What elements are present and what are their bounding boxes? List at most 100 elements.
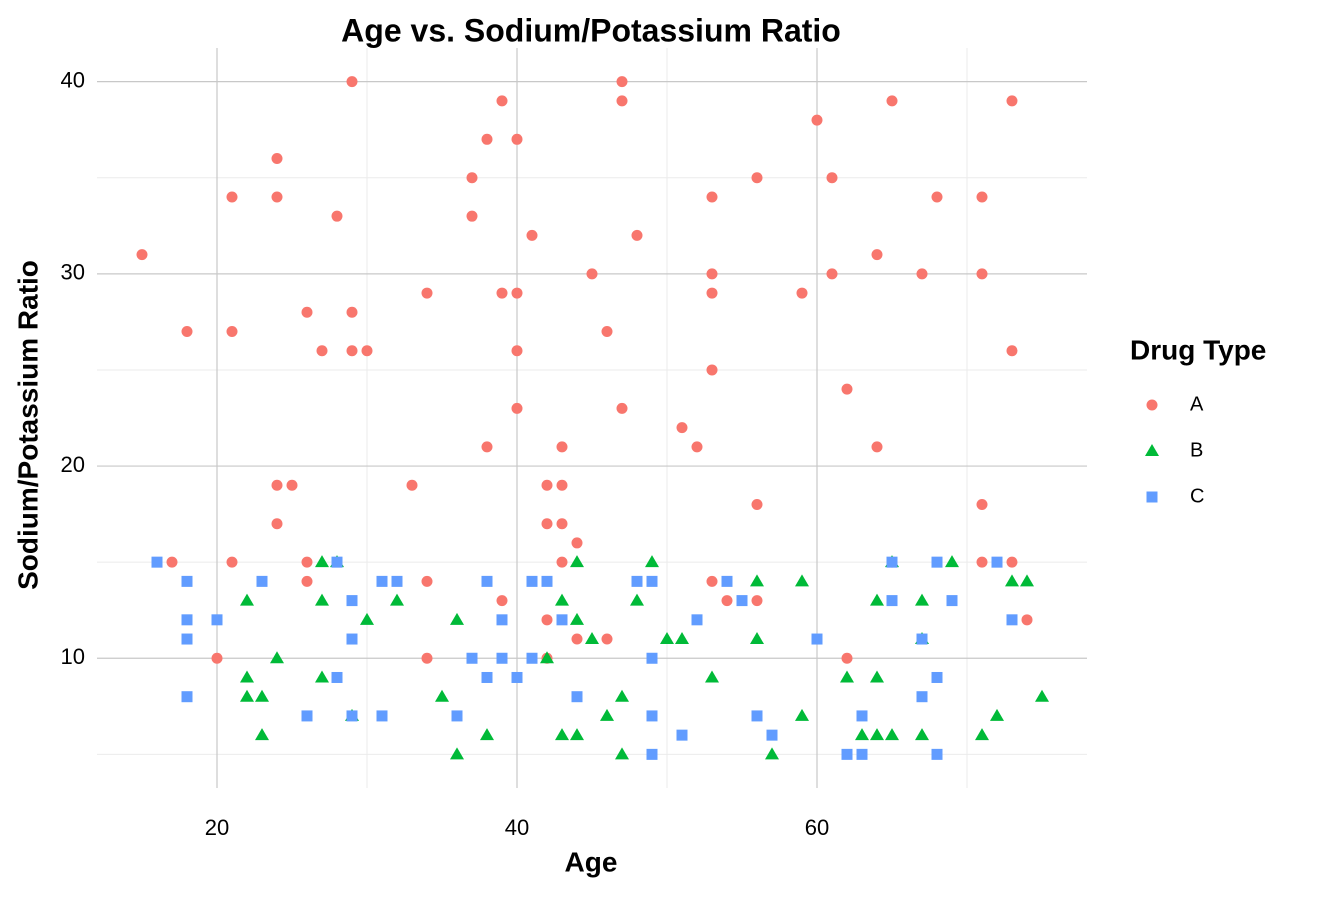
point (271, 479, 283, 491)
point (751, 172, 763, 184)
point (331, 671, 343, 683)
point (571, 691, 583, 703)
point (481, 671, 493, 683)
point (511, 287, 523, 299)
point (600, 708, 614, 721)
point (976, 556, 988, 568)
point (570, 612, 584, 625)
point (931, 748, 943, 760)
point (181, 614, 193, 626)
point (450, 612, 464, 625)
point (1021, 614, 1033, 626)
point (166, 556, 178, 568)
point (750, 574, 764, 587)
point (511, 671, 523, 683)
y-tick-label: 10 (61, 644, 85, 669)
point (556, 479, 568, 491)
point (570, 555, 584, 568)
point (796, 287, 808, 299)
point (811, 633, 823, 645)
point (706, 364, 718, 376)
point (331, 210, 343, 222)
point (481, 441, 493, 453)
point (240, 689, 254, 702)
point (765, 747, 779, 760)
point (271, 191, 283, 203)
point (916, 268, 928, 280)
point (886, 595, 898, 607)
point (270, 651, 284, 664)
point (1006, 556, 1018, 568)
point (541, 518, 553, 530)
point (586, 268, 598, 280)
point (240, 593, 254, 606)
point (421, 287, 433, 299)
point (496, 287, 508, 299)
point (151, 556, 163, 568)
point (346, 76, 358, 88)
point (496, 652, 508, 664)
point (601, 326, 613, 338)
point (526, 575, 538, 587)
point (676, 422, 688, 434)
point (871, 441, 883, 453)
point (315, 555, 329, 568)
point (435, 689, 449, 702)
points (136, 76, 1049, 760)
point (466, 652, 478, 664)
y-tick-label: 20 (61, 452, 85, 477)
point (211, 614, 223, 626)
point (466, 172, 478, 184)
point (451, 710, 463, 722)
point (496, 95, 508, 107)
point (376, 710, 388, 722)
point (945, 555, 959, 568)
point (736, 595, 748, 607)
point (976, 191, 988, 203)
point (406, 479, 418, 491)
point (360, 612, 374, 625)
point (315, 670, 329, 683)
point (646, 710, 658, 722)
point (721, 575, 733, 587)
point (706, 268, 718, 280)
point (826, 172, 838, 184)
legend-label: A (1190, 393, 1204, 415)
point (676, 729, 688, 741)
point (480, 728, 494, 741)
point (571, 537, 583, 549)
point (615, 747, 629, 760)
point (585, 632, 599, 645)
point (691, 614, 703, 626)
point (1005, 574, 1019, 587)
point (346, 633, 358, 645)
point (390, 593, 404, 606)
x-axis-label: Age (565, 846, 618, 877)
point (211, 652, 223, 664)
point (916, 633, 928, 645)
point (1020, 574, 1034, 587)
point (541, 575, 553, 587)
point (915, 728, 929, 741)
point (706, 575, 718, 587)
x-tick-label: 20 (205, 815, 229, 840)
legend-title: Drug Type (1130, 334, 1266, 365)
point (976, 498, 988, 510)
point (346, 345, 358, 357)
point (616, 402, 628, 414)
point (931, 671, 943, 683)
point (301, 556, 313, 568)
point (1006, 614, 1018, 626)
point (631, 575, 643, 587)
point (705, 670, 719, 683)
point (511, 133, 523, 145)
point (466, 210, 478, 222)
point (541, 479, 553, 491)
point (255, 689, 269, 702)
point (556, 614, 568, 626)
point (346, 306, 358, 318)
point (616, 76, 628, 88)
point (645, 555, 659, 568)
point (1006, 95, 1018, 107)
